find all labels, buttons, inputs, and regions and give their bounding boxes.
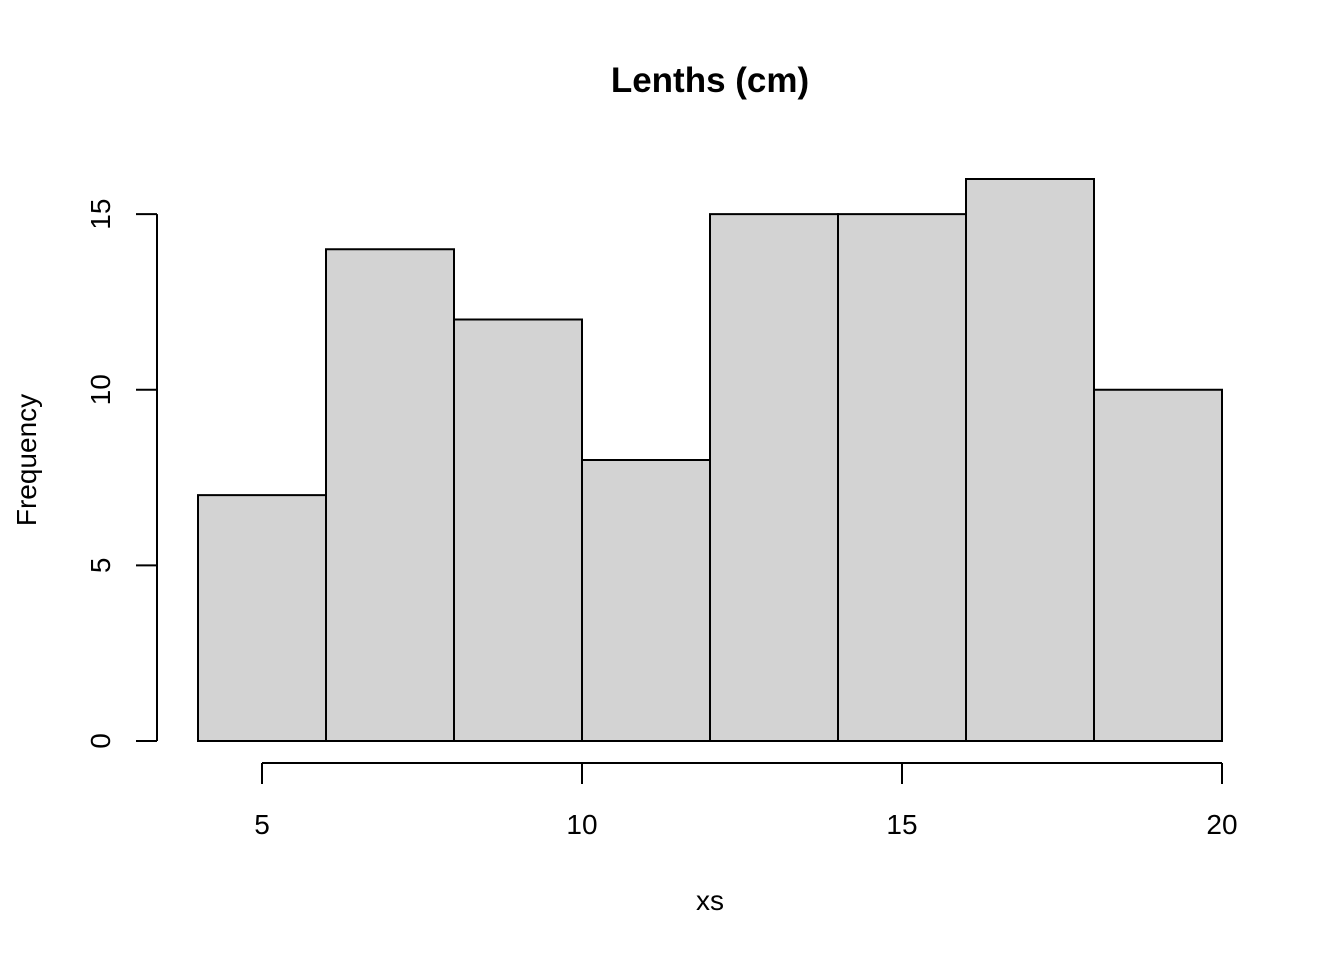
histogram-bar [453,318,583,742]
x-tick-label: 20 [1206,809,1237,840]
y-tick-label: 10 [85,374,116,405]
x-axis: 5 10 15 20 [254,762,1238,840]
y-tick-label: 15 [85,199,116,230]
x-tick-label: 15 [886,809,917,840]
y-axis-label: Frequency [11,394,42,526]
y-tick-label: 5 [85,558,116,574]
bars [197,178,1223,742]
histogram-bar [709,213,839,742]
histogram-bar [837,213,967,742]
x-axis-label: xs [696,885,724,916]
x-tick-label: 5 [254,809,270,840]
histogram-bar [325,248,455,742]
chart-title: Lenths (cm) [611,61,809,100]
x-tick-label: 10 [566,809,597,840]
y-axis: 0 5 10 15 [85,199,158,749]
histogram-bar [1093,388,1223,742]
histogram-bar [197,494,327,742]
y-tick-label: 0 [85,733,116,749]
histogram-bar [965,178,1095,742]
histogram-bar [581,459,711,742]
